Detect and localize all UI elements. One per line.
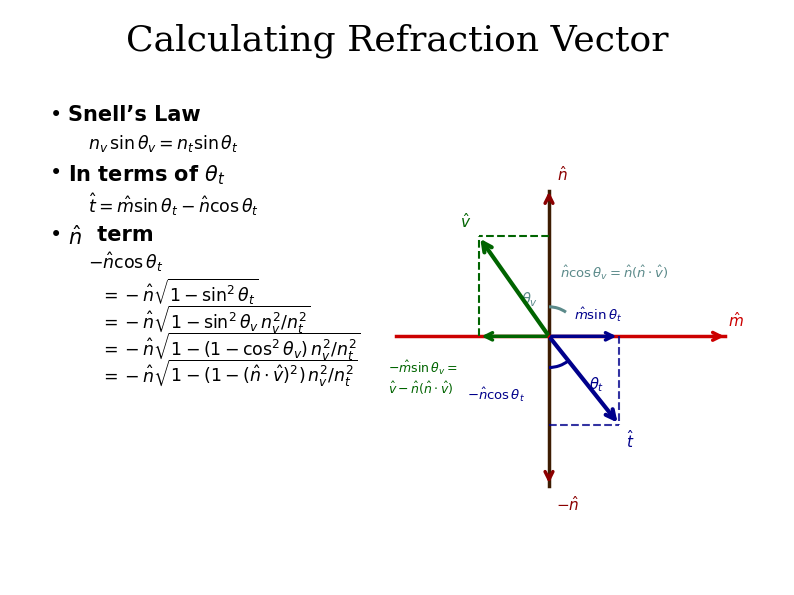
Text: $\hat{n}\cos\theta_v = \hat{n}(\hat{n}\cdot\hat{v})$: $\hat{n}\cos\theta_v = \hat{n}(\hat{n}\c… <box>561 264 669 282</box>
Text: $\theta_t$: $\theta_t$ <box>588 375 604 394</box>
Text: $= -\hat{n}\sqrt{1 - \sin^2\theta_v\, n_v^2/n_t^2}$: $= -\hat{n}\sqrt{1 - \sin^2\theta_v\, n_… <box>100 304 310 336</box>
Text: $\theta_v$: $\theta_v$ <box>521 291 538 309</box>
Text: •: • <box>50 163 62 183</box>
Text: $-\hat{n}\cos\theta_t$: $-\hat{n}\cos\theta_t$ <box>468 386 526 405</box>
Text: $= -\hat{n}\sqrt{1 - (1-\cos^2\theta_v)\, n_v^2/n_t^2}$: $= -\hat{n}\sqrt{1 - (1-\cos^2\theta_v)\… <box>100 331 360 364</box>
Text: $-\hat{n}\cos\theta_t$: $-\hat{n}\cos\theta_t$ <box>88 250 164 274</box>
Text: Snell’s Law: Snell’s Law <box>68 105 201 125</box>
Text: $\hat{m}$: $\hat{m}$ <box>728 311 744 330</box>
Text: $-\hat{n}$: $-\hat{n}$ <box>556 495 579 514</box>
Text: $\hat{v}$: $\hat{v}$ <box>460 212 471 231</box>
Text: $\hat{t}$: $\hat{t}$ <box>626 430 634 451</box>
Text: $\hat{m}\sin\theta_t$: $\hat{m}\sin\theta_t$ <box>574 306 622 324</box>
Text: •: • <box>50 105 62 125</box>
Text: $\hat{n}$: $\hat{n}$ <box>68 225 82 249</box>
Text: $= -\hat{n}\sqrt{1 - \sin^2\theta_t}$: $= -\hat{n}\sqrt{1 - \sin^2\theta_t}$ <box>100 277 258 308</box>
Text: $n_v\,\sin\theta_v = n_t\sin\theta_t$: $n_v\,\sin\theta_v = n_t\sin\theta_t$ <box>88 133 239 154</box>
Text: Calculating Refraction Vector: Calculating Refraction Vector <box>125 23 669 58</box>
Text: $\hat{n}$: $\hat{n}$ <box>557 165 568 184</box>
Text: In terms of $\theta_t$: In terms of $\theta_t$ <box>68 163 225 187</box>
Text: term: term <box>90 225 153 245</box>
Text: $\hat{t} = \hat{m}\sin\theta_t - \hat{n}\cos\theta_t$: $\hat{t} = \hat{m}\sin\theta_t - \hat{n}… <box>88 191 259 218</box>
Text: •: • <box>50 225 62 245</box>
Text: $= -\hat{n}\sqrt{1 - (1-(\hat{n}\cdot\hat{v})^2)\, n_v^2/n_t^2}$: $= -\hat{n}\sqrt{1 - (1-(\hat{n}\cdot\ha… <box>100 358 358 390</box>
Text: $-\hat{m}\sin\theta_v =$
$\hat{v} - \hat{n}(\hat{n}\cdot\hat{v})$: $-\hat{m}\sin\theta_v =$ $\hat{v} - \hat… <box>388 359 457 397</box>
